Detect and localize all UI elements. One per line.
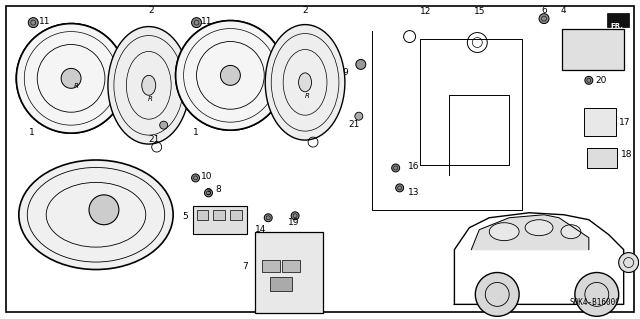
Circle shape (175, 21, 285, 130)
Circle shape (220, 65, 241, 85)
Text: 9: 9 (342, 68, 348, 78)
Text: 4: 4 (561, 6, 566, 15)
Text: 10: 10 (200, 172, 212, 181)
Circle shape (191, 18, 202, 27)
Text: 2: 2 (148, 6, 154, 15)
FancyBboxPatch shape (184, 24, 276, 127)
Ellipse shape (489, 223, 519, 241)
Polygon shape (471, 215, 589, 249)
Circle shape (575, 272, 619, 316)
Ellipse shape (299, 73, 312, 92)
Circle shape (392, 164, 399, 172)
Ellipse shape (561, 225, 581, 239)
Bar (196, 210, 209, 220)
Text: 14: 14 (255, 225, 267, 234)
Text: 3: 3 (205, 188, 211, 197)
Ellipse shape (525, 220, 553, 236)
Text: 13: 13 (408, 188, 419, 197)
Circle shape (291, 212, 299, 220)
Circle shape (585, 76, 593, 84)
Text: 21: 21 (348, 120, 359, 129)
Polygon shape (454, 213, 623, 304)
Text: 21: 21 (148, 135, 160, 144)
Ellipse shape (108, 26, 189, 144)
Circle shape (619, 253, 639, 272)
Text: 1: 1 (193, 128, 198, 137)
Text: 2: 2 (302, 6, 308, 15)
Text: FR.: FR. (611, 23, 624, 29)
Text: 7: 7 (243, 262, 248, 271)
Bar (255, 232, 323, 313)
Bar (262, 260, 280, 271)
Text: R: R (74, 83, 79, 89)
Text: S0K4-B1600C: S0K4-B1600C (570, 298, 621, 307)
Ellipse shape (265, 25, 345, 140)
Text: R: R (148, 96, 153, 102)
Text: 6: 6 (541, 6, 547, 15)
Bar (270, 278, 292, 292)
Circle shape (17, 24, 126, 133)
Circle shape (355, 112, 363, 120)
Circle shape (61, 68, 81, 88)
Ellipse shape (89, 195, 119, 225)
Circle shape (61, 68, 81, 88)
Bar (562, 29, 623, 70)
Bar (607, 13, 628, 26)
Bar (587, 148, 617, 168)
Circle shape (220, 65, 241, 85)
Circle shape (205, 189, 212, 197)
Text: 12: 12 (420, 7, 431, 16)
Circle shape (160, 121, 168, 129)
Circle shape (476, 272, 519, 316)
Text: 16: 16 (408, 162, 419, 171)
Bar (193, 206, 247, 234)
Text: 18: 18 (621, 150, 632, 159)
Text: 5: 5 (182, 212, 188, 221)
Circle shape (356, 59, 366, 70)
Text: 11: 11 (39, 17, 51, 26)
Text: R: R (305, 93, 310, 99)
Bar (230, 210, 243, 220)
Bar (584, 108, 616, 136)
Text: 1: 1 (29, 128, 35, 137)
Text: 19: 19 (288, 218, 300, 227)
Circle shape (28, 18, 38, 27)
Circle shape (17, 24, 126, 133)
Text: 11: 11 (200, 17, 212, 26)
Bar (282, 260, 300, 271)
Ellipse shape (19, 160, 173, 270)
Circle shape (264, 214, 272, 222)
Text: 15: 15 (474, 7, 486, 16)
FancyBboxPatch shape (26, 26, 117, 130)
Text: 17: 17 (619, 118, 630, 127)
Circle shape (175, 21, 285, 130)
Circle shape (396, 184, 404, 192)
Circle shape (539, 14, 549, 24)
Circle shape (191, 174, 200, 182)
Text: 20: 20 (596, 76, 607, 85)
Ellipse shape (142, 75, 156, 95)
Text: 8: 8 (216, 185, 221, 194)
Bar (214, 210, 225, 220)
